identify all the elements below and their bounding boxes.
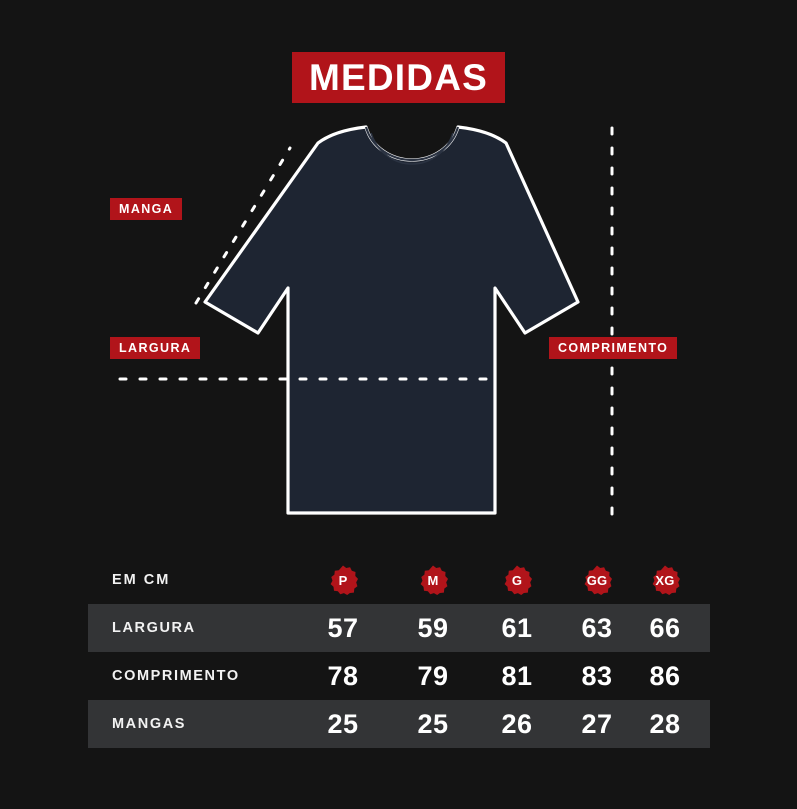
rosette-icon [584,565,612,595]
table-row: LARGURA 57 59 61 63 66 [88,604,710,652]
table-header-row: EM CM P M [88,556,710,604]
size-badge-m-label: M [427,572,439,588]
label-comprimento-text: COMPRIMENTO [558,341,669,355]
cell-mangas-m: 25 [417,708,449,739]
size-badge-gg: GG [552,565,642,595]
rosette-icon [330,565,358,595]
cell-comprimento-g: 81 [501,660,533,691]
page-title: MEDIDAS [308,57,489,98]
size-badge-xg-label: XG [655,572,675,588]
rosette-icon [420,565,448,595]
table-row: MANGAS 25 25 26 27 28 [88,700,710,748]
row-label-comprimento: COMPRIMENTO [112,668,240,684]
cell-comprimento-p: 78 [327,660,359,691]
cell-comprimento-m: 79 [417,660,449,691]
cell-comprimento-xg: 86 [649,660,681,691]
cell-mangas-xg: 28 [649,708,681,739]
cell-mangas-p: 25 [327,708,359,739]
page-title-badge: MEDIDAS [292,52,505,103]
rosette-icon [504,565,532,595]
label-largura: LARGURA [110,337,201,359]
row-label-largura: LARGURA [112,620,196,636]
size-badge-p-label: P [338,572,348,588]
unit-label: EM CM [112,572,171,588]
size-badge-p: P [298,565,388,595]
cell-mangas-g: 26 [501,708,533,739]
cell-largura-gg: 63 [581,612,613,643]
measurements-table: EM CM P M [88,556,710,748]
cell-largura-xg: 66 [649,612,681,643]
size-badge-gg-label: GG [586,572,608,588]
row-label-mangas: MANGAS [112,716,187,732]
size-badges: P M G [298,565,710,595]
tshirt-icon [203,125,580,515]
cell-largura-g: 61 [501,612,533,643]
sleeve-guide [194,146,292,305]
cell-largura-m: 59 [417,612,449,643]
size-badge-g: G [472,565,562,595]
label-comprimento: COMPRIMENTO [549,337,678,359]
size-badge-g-label: G [511,572,523,588]
cell-largura-p: 57 [327,612,359,643]
label-largura-text: LARGURA [119,341,192,355]
table-row: COMPRIMENTO 78 79 81 83 86 [88,652,710,700]
rosette-icon [652,565,680,595]
size-badge-m: M [388,565,478,595]
size-badge-xg: XG [620,565,710,595]
label-manga: MANGA [110,198,183,220]
cell-comprimento-gg: 83 [581,660,613,691]
label-manga-text: MANGA [119,202,174,216]
cell-mangas-gg: 27 [581,708,613,739]
